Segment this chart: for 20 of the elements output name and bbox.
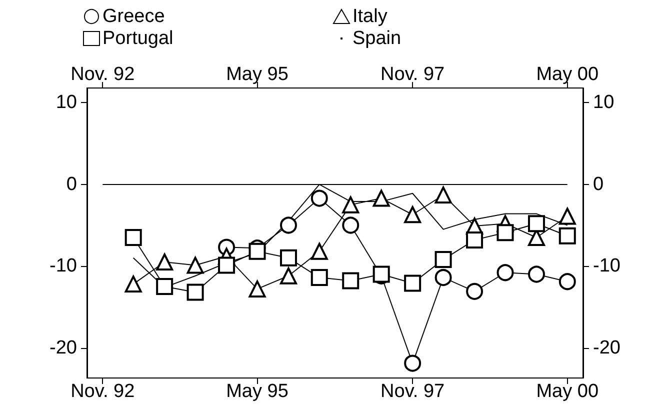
- y2-tick-label: -20: [593, 337, 620, 358]
- x-tick-label: May 00: [536, 381, 599, 402]
- x-tick-label: Nov. 97: [380, 381, 445, 402]
- x2-tick-label: Nov. 97: [380, 64, 445, 85]
- y2-tick-label: 10: [593, 92, 614, 114]
- x2-tick-label: May 00: [536, 64, 599, 85]
- x-tick-label: May 95: [226, 381, 288, 402]
- legend-label: Spain: [352, 28, 402, 49]
- x-tick-label: Nov. 92: [70, 381, 135, 402]
- x2-tick-label: May 95: [226, 64, 288, 85]
- y-tick-label: -20: [50, 337, 77, 358]
- y2-tick-label: -10: [593, 256, 620, 277]
- y-tick-label: -10: [50, 256, 77, 277]
- y-tick-label: 10: [56, 92, 77, 114]
- x2-tick-label: Nov. 92: [70, 64, 135, 85]
- y2-tick-label: 0: [593, 174, 604, 195]
- legend-label: Italy: [352, 6, 388, 27]
- legend-label: Portugal: [102, 28, 174, 49]
- y-tick-label: 0: [66, 174, 77, 195]
- legend-label: Greece: [102, 6, 165, 27]
